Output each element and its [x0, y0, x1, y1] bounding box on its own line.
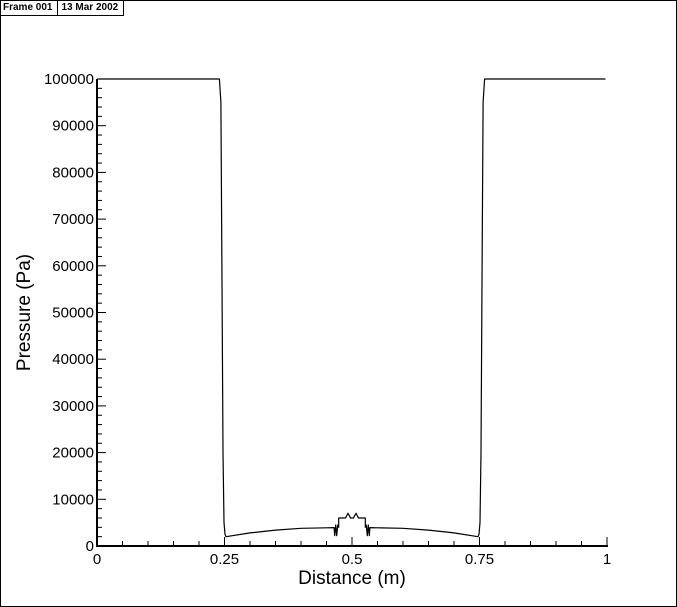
series-layer — [98, 78, 606, 538]
axis-ticks: 0 0.25 0.5 0.75 1 0 10000 20000 30000 40000 50000 6… — [44, 71, 611, 568]
pressure-series-line — [98, 78, 606, 538]
frame-header: Frame 001 13 Mar 2002 — [0, 0, 125, 16]
axes — [96, 79, 608, 547]
y-tick-label: 40000 — [52, 351, 94, 368]
y-tick-label: 20000 — [52, 445, 94, 462]
x-tick-label: 0.25 — [210, 551, 239, 568]
y-tick-label: 80000 — [52, 164, 94, 181]
frame-number-label: Frame 001 — [0, 0, 59, 16]
y-tick-label: 10000 — [52, 491, 94, 508]
y-tick-label: 0 — [86, 538, 94, 555]
y-tick-label: 60000 — [52, 258, 94, 275]
x-tick-label: 0.75 — [465, 551, 494, 568]
date-label: 13 Mar 2002 — [58, 0, 125, 16]
x-tick-label: 1 — [603, 551, 611, 568]
x-axis-label: Distance (m) — [298, 568, 406, 589]
y-tick-label: 30000 — [52, 398, 94, 415]
y-axis-label: Pressure (Pa) — [14, 254, 35, 371]
y-tick-label: 50000 — [52, 305, 94, 322]
y-tick-label: 100000 — [44, 71, 94, 88]
y-tick-label: 90000 — [52, 118, 94, 135]
x-tick-label: 0 — [93, 551, 101, 568]
y-tick-label: 70000 — [52, 211, 94, 228]
x-tick-label: 0.5 — [342, 551, 363, 568]
